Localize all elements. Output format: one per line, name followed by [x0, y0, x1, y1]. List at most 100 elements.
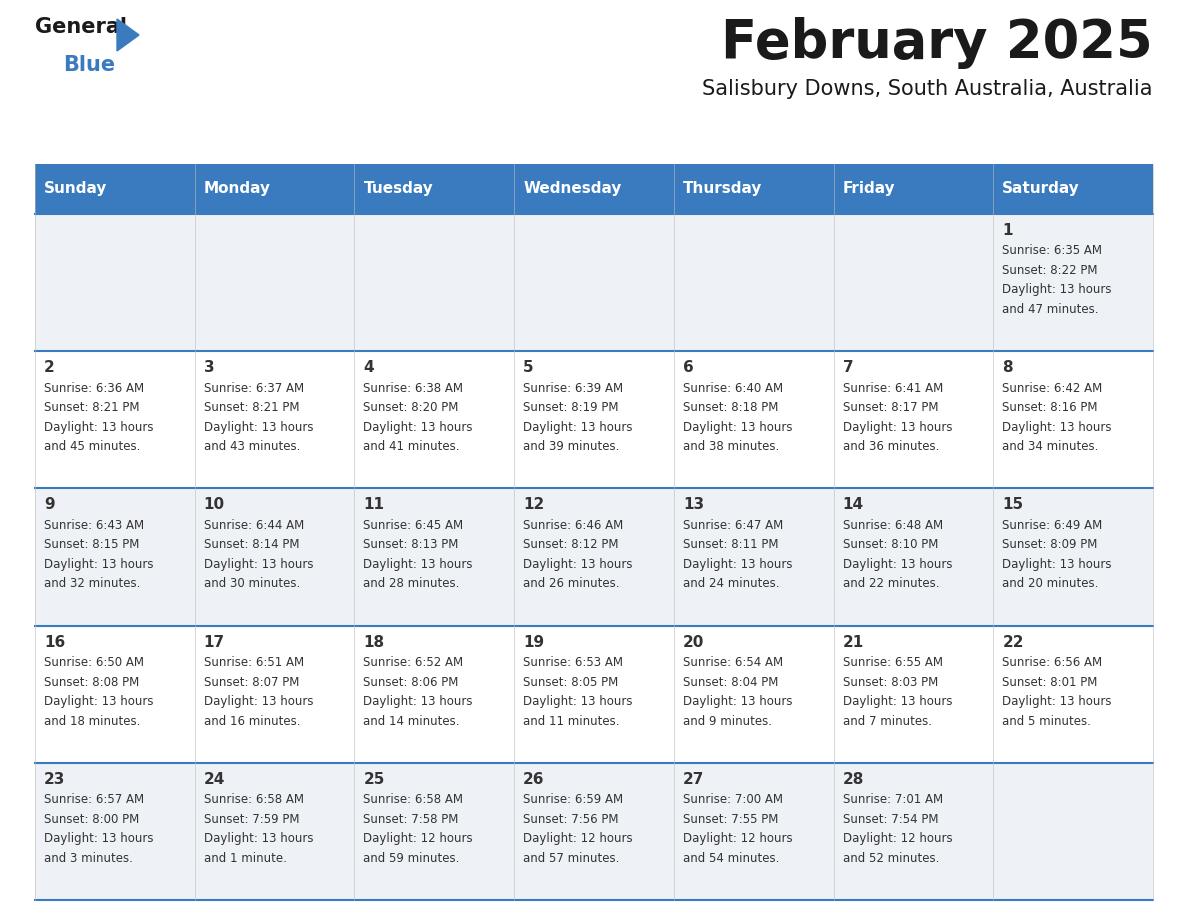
Text: Wednesday: Wednesday — [523, 182, 621, 196]
Text: Sunset: 7:55 PM: Sunset: 7:55 PM — [683, 812, 778, 826]
Text: and 28 minutes.: and 28 minutes. — [364, 577, 460, 590]
Text: Sunrise: 6:35 AM: Sunrise: 6:35 AM — [1003, 244, 1102, 257]
Text: 16: 16 — [44, 634, 65, 650]
Bar — [195, 488, 354, 625]
Text: Daylight: 13 hours: Daylight: 13 hours — [203, 695, 314, 708]
Bar — [354, 164, 514, 214]
Text: Sunset: 8:14 PM: Sunset: 8:14 PM — [203, 538, 299, 552]
Text: 5: 5 — [523, 360, 533, 375]
Text: Sunrise: 6:59 AM: Sunrise: 6:59 AM — [523, 793, 624, 806]
Text: 17: 17 — [203, 634, 225, 650]
Text: Sunset: 8:09 PM: Sunset: 8:09 PM — [1003, 538, 1098, 552]
Text: and 57 minutes.: and 57 minutes. — [523, 852, 619, 865]
Polygon shape — [116, 19, 139, 51]
Text: Sunrise: 6:49 AM: Sunrise: 6:49 AM — [1003, 519, 1102, 532]
Bar — [514, 625, 674, 763]
Text: and 34 minutes.: and 34 minutes. — [1003, 440, 1099, 453]
Text: Daylight: 12 hours: Daylight: 12 hours — [364, 833, 473, 845]
Text: 6: 6 — [683, 360, 694, 375]
Text: Daylight: 13 hours: Daylight: 13 hours — [523, 420, 633, 433]
Text: Sunrise: 7:00 AM: Sunrise: 7:00 AM — [683, 793, 783, 806]
Text: and 43 minutes.: and 43 minutes. — [203, 440, 301, 453]
Text: Monday: Monday — [203, 182, 271, 196]
Text: Thursday: Thursday — [683, 182, 763, 196]
Bar — [195, 352, 354, 488]
Text: and 3 minutes.: and 3 minutes. — [44, 852, 133, 865]
Text: Sunrise: 6:37 AM: Sunrise: 6:37 AM — [203, 382, 304, 395]
Text: Daylight: 13 hours: Daylight: 13 hours — [842, 558, 952, 571]
Text: 1: 1 — [1003, 223, 1013, 238]
Text: Daylight: 12 hours: Daylight: 12 hours — [683, 833, 792, 845]
Text: 22: 22 — [1003, 634, 1024, 650]
Bar — [674, 352, 834, 488]
Text: Daylight: 13 hours: Daylight: 13 hours — [842, 695, 952, 708]
Text: Sunset: 8:17 PM: Sunset: 8:17 PM — [842, 401, 939, 414]
Text: Daylight: 13 hours: Daylight: 13 hours — [203, 558, 314, 571]
Text: 11: 11 — [364, 498, 385, 512]
Bar — [834, 214, 993, 352]
Text: Sunrise: 6:56 AM: Sunrise: 6:56 AM — [1003, 656, 1102, 669]
Text: 13: 13 — [683, 498, 704, 512]
Text: 25: 25 — [364, 772, 385, 787]
Text: and 22 minutes.: and 22 minutes. — [842, 577, 939, 590]
Text: and 32 minutes.: and 32 minutes. — [44, 577, 140, 590]
Text: 23: 23 — [44, 772, 65, 787]
Text: Sunset: 8:08 PM: Sunset: 8:08 PM — [44, 676, 139, 688]
Bar — [34, 164, 195, 214]
Text: Sunday: Sunday — [44, 182, 107, 196]
Text: Sunrise: 6:38 AM: Sunrise: 6:38 AM — [364, 382, 463, 395]
Text: Sunset: 7:59 PM: Sunset: 7:59 PM — [203, 812, 299, 826]
Text: Sunset: 8:20 PM: Sunset: 8:20 PM — [364, 401, 459, 414]
Text: Sunrise: 6:41 AM: Sunrise: 6:41 AM — [842, 382, 943, 395]
Text: and 11 minutes.: and 11 minutes. — [523, 714, 620, 728]
Text: 14: 14 — [842, 498, 864, 512]
Text: 15: 15 — [1003, 498, 1023, 512]
Bar — [354, 352, 514, 488]
Bar — [514, 488, 674, 625]
Text: Sunset: 8:18 PM: Sunset: 8:18 PM — [683, 401, 778, 414]
Text: Sunrise: 6:58 AM: Sunrise: 6:58 AM — [364, 793, 463, 806]
Bar — [674, 214, 834, 352]
Text: February 2025: February 2025 — [721, 17, 1154, 69]
Text: Sunset: 8:22 PM: Sunset: 8:22 PM — [1003, 264, 1098, 277]
Bar — [195, 214, 354, 352]
Text: and 59 minutes.: and 59 minutes. — [364, 852, 460, 865]
Text: and 38 minutes.: and 38 minutes. — [683, 440, 779, 453]
Bar — [34, 488, 195, 625]
Text: 10: 10 — [203, 498, 225, 512]
Text: Saturday: Saturday — [1003, 182, 1080, 196]
Text: Daylight: 13 hours: Daylight: 13 hours — [1003, 558, 1112, 571]
Text: Sunset: 7:58 PM: Sunset: 7:58 PM — [364, 812, 459, 826]
Text: and 20 minutes.: and 20 minutes. — [1003, 577, 1099, 590]
Text: and 18 minutes.: and 18 minutes. — [44, 714, 140, 728]
Text: Daylight: 13 hours: Daylight: 13 hours — [364, 558, 473, 571]
Text: Daylight: 13 hours: Daylight: 13 hours — [683, 420, 792, 433]
Bar — [514, 214, 674, 352]
Text: Sunset: 8:16 PM: Sunset: 8:16 PM — [1003, 401, 1098, 414]
Text: Daylight: 13 hours: Daylight: 13 hours — [364, 695, 473, 708]
Text: Sunrise: 6:47 AM: Sunrise: 6:47 AM — [683, 519, 783, 532]
Text: and 9 minutes.: and 9 minutes. — [683, 714, 772, 728]
Text: and 26 minutes.: and 26 minutes. — [523, 577, 620, 590]
Text: Sunrise: 6:50 AM: Sunrise: 6:50 AM — [44, 656, 144, 669]
Text: and 39 minutes.: and 39 minutes. — [523, 440, 619, 453]
Bar — [993, 763, 1154, 900]
Text: Daylight: 13 hours: Daylight: 13 hours — [364, 420, 473, 433]
Text: Daylight: 13 hours: Daylight: 13 hours — [1003, 284, 1112, 297]
Text: Daylight: 13 hours: Daylight: 13 hours — [44, 833, 153, 845]
Text: 9: 9 — [44, 498, 55, 512]
Bar — [993, 488, 1154, 625]
Text: Salisbury Downs, South Australia, Australia: Salisbury Downs, South Australia, Austra… — [702, 79, 1154, 99]
Text: Sunrise: 6:46 AM: Sunrise: 6:46 AM — [523, 519, 624, 532]
Text: Sunset: 8:04 PM: Sunset: 8:04 PM — [683, 676, 778, 688]
Text: Sunrise: 6:36 AM: Sunrise: 6:36 AM — [44, 382, 144, 395]
Text: 26: 26 — [523, 772, 544, 787]
Bar — [34, 763, 195, 900]
Bar — [834, 164, 993, 214]
Bar — [34, 625, 195, 763]
Text: Sunset: 8:11 PM: Sunset: 8:11 PM — [683, 538, 778, 552]
Text: and 1 minute.: and 1 minute. — [203, 852, 286, 865]
Bar — [993, 625, 1154, 763]
Text: Sunset: 8:19 PM: Sunset: 8:19 PM — [523, 401, 619, 414]
Bar — [195, 625, 354, 763]
